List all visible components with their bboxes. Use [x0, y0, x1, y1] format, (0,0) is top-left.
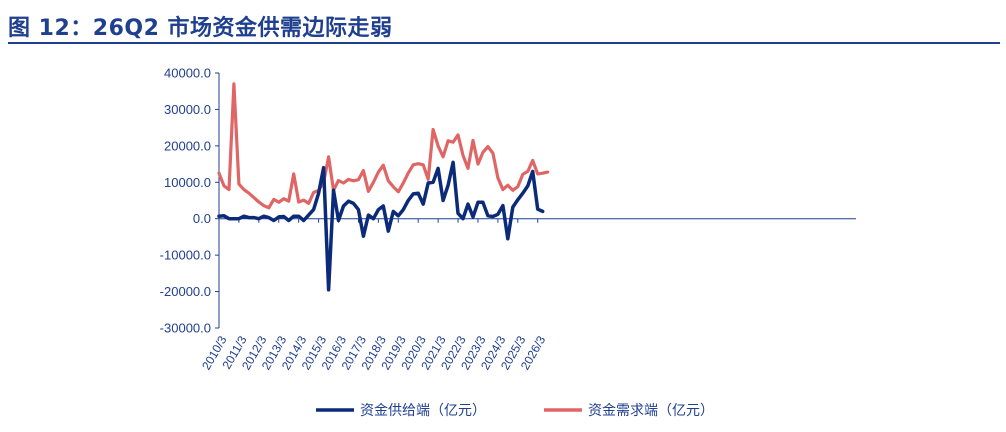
series-line-supply	[217, 160, 545, 292]
y-tick-label: 30000.0	[164, 102, 211, 117]
y-tick-label: 0.0	[193, 211, 211, 226]
legend-label: 资金供给端（亿元）	[360, 402, 486, 418]
y-axis: 40000.0 30000.0 20000.0 10000.0 0.0 -10000.0 -…	[160, 66, 220, 336]
series-layer	[217, 82, 550, 292]
legend-label: 资金需求端（亿元）	[588, 402, 714, 418]
y-tick-label: -20000.0	[160, 284, 211, 299]
y-tick-label: -30000.0	[160, 321, 211, 336]
y-tick-label: 40000.0	[164, 66, 211, 81]
y-tick-label: 10000.0	[164, 175, 211, 190]
legend-item-supply: 资金供给端（亿元）	[316, 402, 486, 418]
legend-item-demand: 资金需求端（亿元）	[544, 402, 714, 418]
figure-title: 图 12：26Q2 市场资金供需边际走弱	[8, 16, 393, 41]
x-axis: 2010/32011/32012/32013/32014/32015/32016…	[199, 218, 856, 372]
y-tick-label: 20000.0	[164, 138, 211, 153]
legend: 资金供给端（亿元） 资金需求端（亿元）	[316, 402, 714, 418]
series-line-demand	[217, 82, 550, 210]
y-tick-label: -10000.0	[160, 248, 211, 263]
title-underline	[8, 42, 1000, 44]
